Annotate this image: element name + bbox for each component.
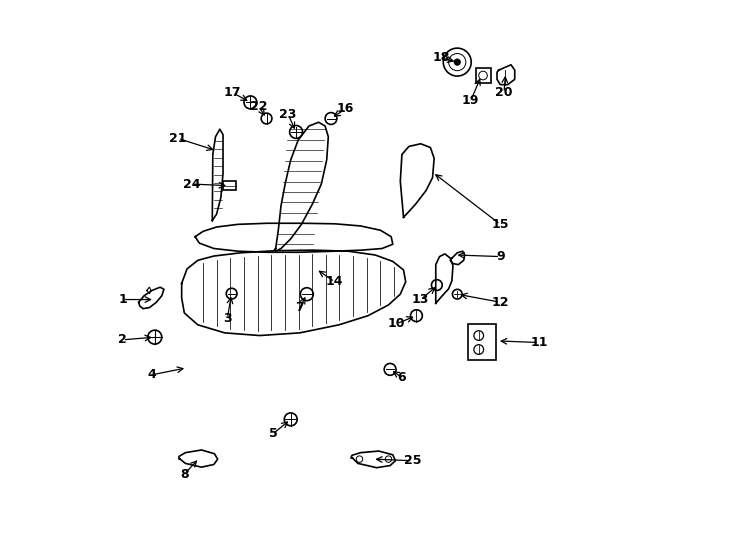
Text: 21: 21: [169, 132, 186, 145]
Text: 2: 2: [118, 333, 127, 346]
Text: 22: 22: [250, 100, 267, 113]
Text: 6: 6: [398, 371, 406, 384]
Text: 23: 23: [280, 107, 297, 121]
Text: 17: 17: [224, 86, 241, 99]
Circle shape: [454, 59, 460, 65]
Text: 8: 8: [180, 468, 189, 481]
Text: 25: 25: [404, 454, 421, 467]
Text: 13: 13: [412, 293, 429, 306]
Text: 5: 5: [269, 427, 277, 440]
Bar: [223, 181, 236, 191]
Text: 20: 20: [495, 86, 513, 99]
Text: 12: 12: [492, 296, 509, 309]
Text: 14: 14: [326, 275, 344, 288]
Text: 1: 1: [118, 293, 127, 306]
Text: 10: 10: [388, 317, 405, 330]
Text: 4: 4: [148, 368, 156, 381]
Text: 15: 15: [492, 218, 509, 231]
Text: 24: 24: [183, 178, 200, 191]
Text: 16: 16: [337, 103, 355, 116]
Text: 3: 3: [223, 312, 232, 325]
Text: 19: 19: [462, 94, 479, 107]
Text: 11: 11: [530, 336, 548, 349]
Bar: [476, 68, 490, 83]
Text: 7: 7: [296, 301, 304, 314]
Text: 9: 9: [496, 250, 504, 263]
Bar: [468, 323, 496, 360]
Text: 18: 18: [432, 51, 450, 64]
